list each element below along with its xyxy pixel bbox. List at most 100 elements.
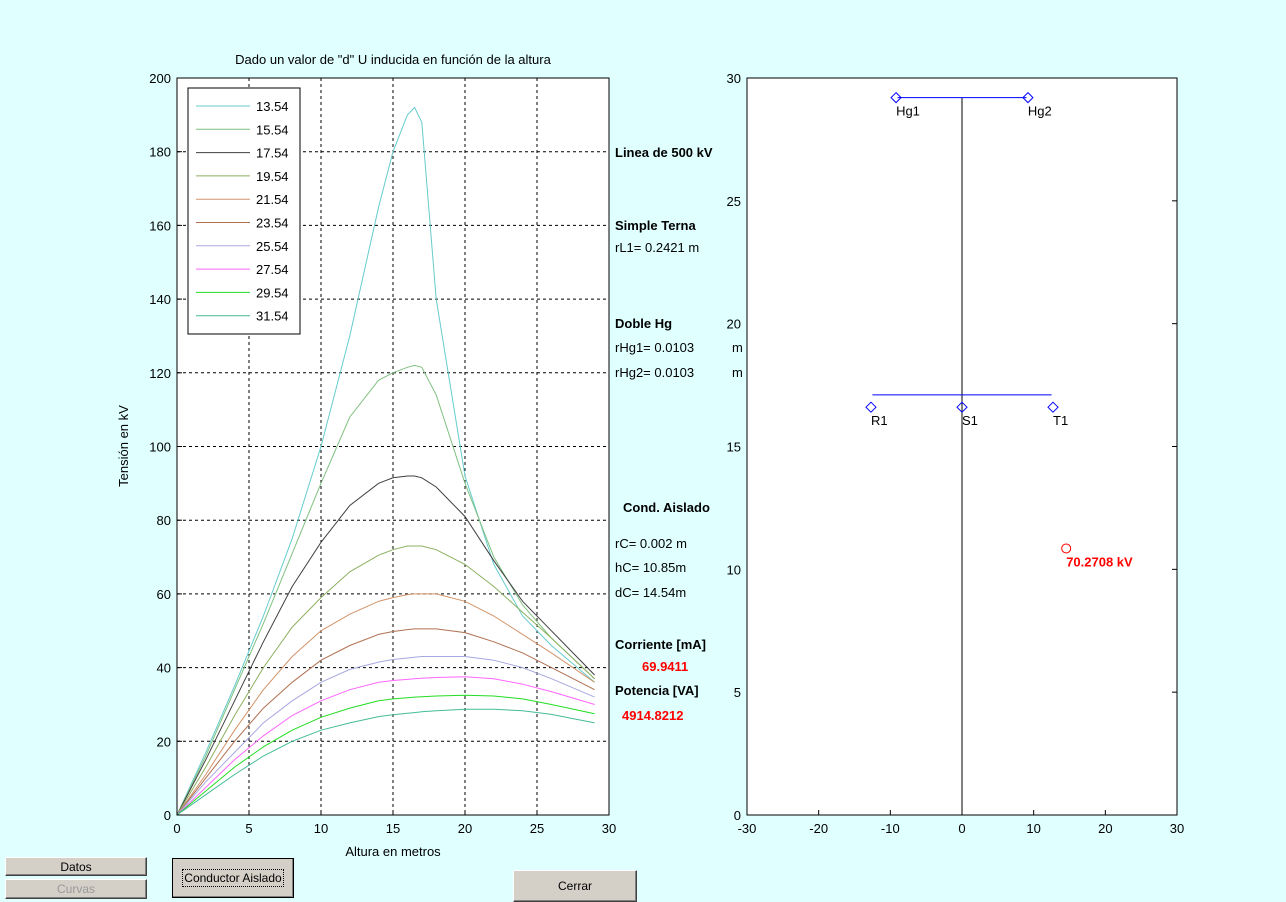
conductor-label-R1: R1: [871, 413, 888, 428]
legend-label: 29.54: [256, 285, 289, 300]
series-line-23.54: [176, 628, 595, 816]
right-y-tick-label: 20: [727, 317, 741, 332]
rhg2-value: rHg2= 0.0103: [615, 365, 694, 380]
conductor-label-Hg2: Hg2: [1028, 104, 1052, 119]
right-ticks: -30 -20 -10 0 10 20 30 0 5 10 15 20 25 30: [727, 71, 1185, 836]
left-y-tick-label: 120: [149, 366, 171, 381]
rhg1-unit: m: [732, 340, 743, 355]
left-x-tick-label: 15: [386, 821, 400, 836]
legend-label: 25.54: [256, 239, 289, 254]
series-line-19.54: [176, 545, 595, 816]
tower-lines: [872, 97, 1052, 815]
right-x-tick-label: 30: [1170, 821, 1184, 836]
power-label: Potencia [VA]: [615, 683, 699, 698]
left-ticks: 0 5 10 15 20 25 30 0 20 40 60 80 100 120 140 160 180 200: [149, 71, 616, 836]
rhg2-unit: m: [732, 365, 743, 380]
legend-label: 13.54: [256, 99, 289, 114]
tower-geometry-chart: -30 -20 -10 0 10 20 30 0 5 10 15 20 25 30 Hg1 Hg2 R1 S1 T…: [727, 71, 1185, 836]
series-line-15.54: [176, 364, 595, 816]
right-y-tick-label: 10: [727, 562, 741, 577]
right-x-tick-label: -20: [809, 821, 828, 836]
right-x-tick-label: 0: [958, 821, 965, 836]
conductor-label-S1: S1: [962, 413, 978, 428]
left-y-tick-label: 40: [157, 661, 171, 676]
legend-label: 19.54: [256, 169, 289, 184]
left-y-tick-label: 80: [157, 513, 171, 528]
legend-label: 15.54: [256, 122, 289, 137]
insulated-conductor-marker: [1061, 543, 1072, 554]
legend-label: 17.54: [256, 146, 289, 161]
dc-value: dC= 14.54m: [615, 585, 686, 600]
power-value: 4914.8212: [622, 708, 683, 723]
right-x-tick-label: -10: [881, 821, 900, 836]
left-y-axis-label: Tensión en kV: [116, 405, 131, 487]
conductor-label-T1: T1: [1053, 413, 1068, 428]
rc-value: rC= 0.002 m: [615, 536, 687, 551]
left-x-tick-label: 10: [314, 821, 328, 836]
left-y-tick-label: 180: [149, 145, 171, 160]
right-y-tick-label: 25: [727, 194, 741, 209]
conductor-aislado-button-label: Conductor Aislado: [182, 869, 284, 887]
left-y-tick-label: 100: [149, 440, 171, 455]
cerrar-button-label: Cerrar: [557, 879, 592, 893]
left-y-tick-label: 160: [149, 218, 171, 233]
induced-voltage-label: 70.2708 kV: [1066, 554, 1133, 569]
hc-value: hC= 10.85m: [615, 560, 686, 575]
right-x-tick-label: 20: [1098, 821, 1112, 836]
left-y-tick-label: 140: [149, 292, 171, 307]
left-y-tick-label: 20: [157, 734, 171, 749]
conductor-marker-Hg2: [1022, 91, 1034, 104]
series-line-25.54: [176, 656, 595, 816]
conductor-marker-T1: [1047, 401, 1059, 413]
right-x-tick-label: -30: [738, 821, 757, 836]
series-line-27.54: [176, 676, 595, 816]
left-y-tick-label: 200: [149, 71, 171, 86]
rl1-value: rL1= 0.2421 m: [615, 240, 699, 255]
legend-label: 27.54: [256, 262, 289, 277]
left-x-tick-label: 20: [458, 821, 472, 836]
conductor-marker-Hg1: [890, 91, 902, 104]
datos-button-label: Datos: [60, 859, 92, 874]
left-y-tick-label: 60: [157, 587, 171, 602]
right-y-tick-label: 30: [727, 71, 741, 86]
ground-wire-label: Doble Hg: [615, 316, 672, 331]
legend-label: 21.54: [256, 192, 289, 207]
cerrar-button[interactable]: Cerrar: [513, 870, 637, 902]
info-panel: Linea de 500 kV Simple Terna rL1= 0.2421…: [615, 145, 743, 723]
right-x-tick-label: 10: [1026, 821, 1040, 836]
left-series-group: [176, 106, 595, 816]
curvas-button-label: Curvas: [56, 882, 95, 896]
left-x-tick-label: 5: [245, 821, 252, 836]
legend: 13.54 15.54 17.54 19.54 21.54 23.54 25.54 27.54…: [187, 87, 301, 335]
left-x-axis-label: Altura en metros: [345, 844, 441, 859]
conductor-marker-R1: [865, 401, 877, 413]
line-voltage-label: Linea de 500 kV: [615, 145, 713, 160]
left-x-tick-label: 30: [602, 821, 616, 836]
current-value: 69.9411: [642, 659, 688, 674]
right-y-tick-label: 5: [734, 685, 741, 700]
conductor-label-Hg1: Hg1: [896, 104, 920, 119]
right-y-tick-label: 15: [727, 440, 741, 455]
legend-label: 23.54: [256, 216, 289, 231]
series-line-21.54: [176, 593, 595, 816]
rhg1-value: rHg1= 0.0103: [615, 340, 694, 355]
left-y-tick-label: 0: [164, 808, 171, 823]
insulated-conductor-label: Cond. Aislado: [623, 500, 710, 515]
conductor-points: Hg1 Hg2 R1 S1 T1 70.2708 kV: [865, 91, 1133, 569]
series-line-29.54: [176, 694, 595, 816]
left-x-tick-label: 25: [530, 821, 544, 836]
voltage-height-chart: 0 5 10 15 20 25 30020406080100120140160180200 …: [116, 52, 616, 859]
series-line-17.54: [176, 475, 595, 816]
circuit-type-label: Simple Terna: [615, 218, 696, 233]
curvas-button[interactable]: Curvas: [5, 879, 147, 899]
series-line-13.54: [176, 106, 595, 816]
conductor-marker-S1: [956, 401, 968, 413]
datos-button[interactable]: Datos: [5, 857, 147, 876]
left-x-tick-label: 0: [173, 821, 180, 836]
current-label: Corriente [mA]: [615, 637, 706, 652]
legend-label: 31.54: [256, 309, 289, 324]
right-y-tick-label: 0: [734, 808, 741, 823]
series-line-31.54: [176, 708, 595, 816]
conductor-aislado-button[interactable]: Conductor Aislado: [172, 858, 294, 898]
